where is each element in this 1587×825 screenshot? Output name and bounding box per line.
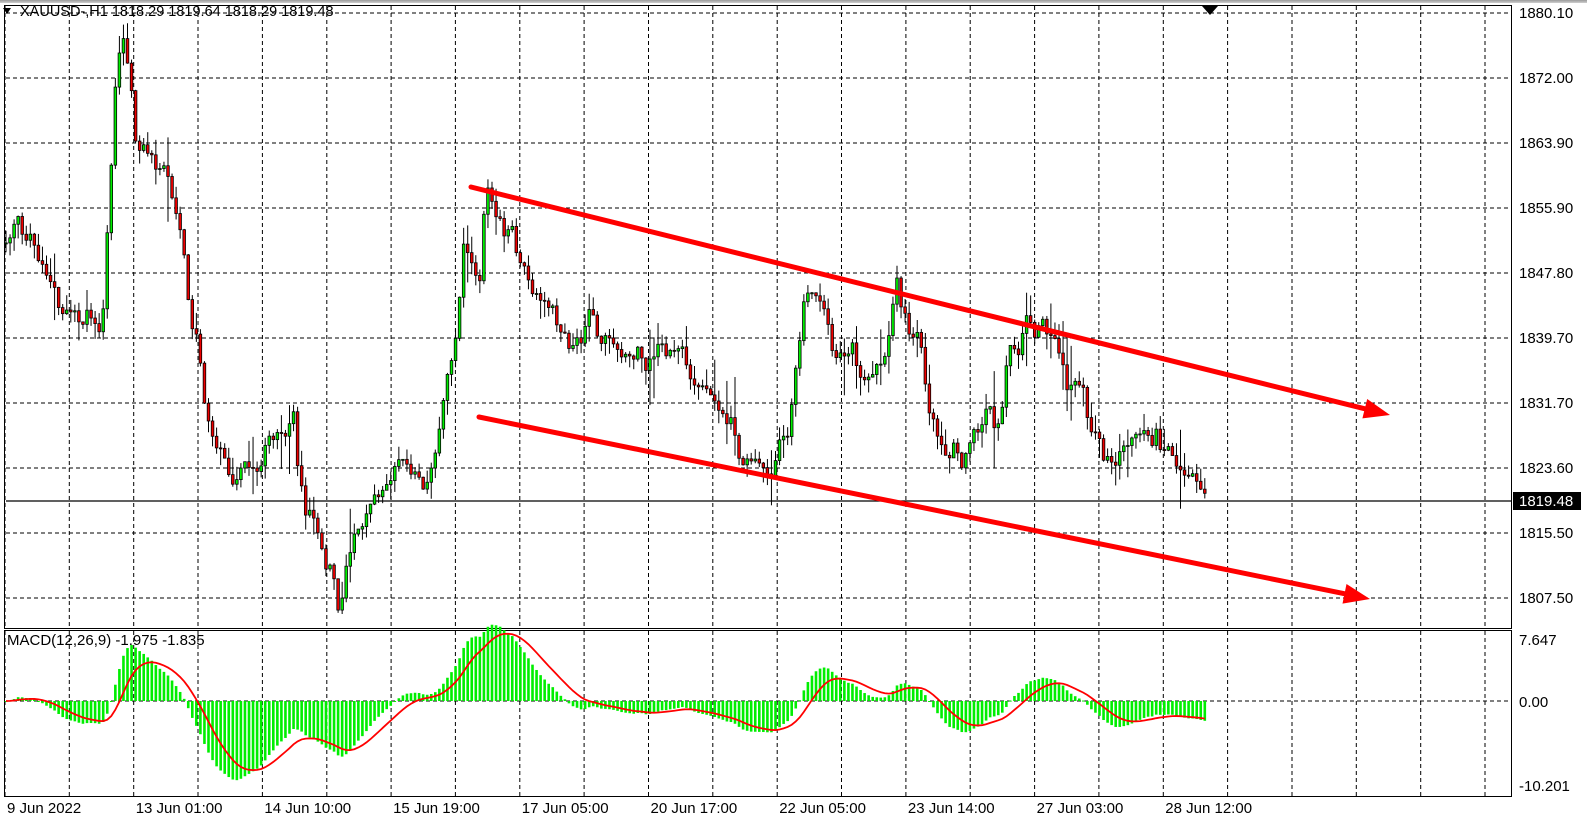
svg-text:0.00: 0.00 (1519, 694, 1548, 711)
svg-text:13 Jun 01:00: 13 Jun 01:00 (136, 800, 223, 817)
svg-text:17 Jun 05:00: 17 Jun 05:00 (522, 800, 609, 817)
svg-text:MACD(12,26,9) -1.975 -1.835: MACD(12,26,9) -1.975 -1.835 (7, 632, 205, 649)
svg-text:9 Jun 2022: 9 Jun 2022 (7, 800, 81, 817)
svg-text:1815.50: 1815.50 (1519, 525, 1573, 542)
svg-text:1880.10: 1880.10 (1519, 5, 1573, 22)
svg-text:1839.70: 1839.70 (1519, 330, 1573, 347)
svg-text:1807.50: 1807.50 (1519, 590, 1573, 607)
svg-text:22 Jun 05:00: 22 Jun 05:00 (779, 800, 866, 817)
svg-text:1872.00: 1872.00 (1519, 70, 1573, 87)
svg-text:7.647: 7.647 (1519, 632, 1557, 649)
svg-text:20 Jun 17:00: 20 Jun 17:00 (651, 800, 738, 817)
svg-text:-10.201: -10.201 (1519, 778, 1570, 795)
svg-text:15 Jun 19:00: 15 Jun 19:00 (393, 800, 480, 817)
svg-text:1831.70: 1831.70 (1519, 395, 1573, 412)
svg-text:XAUUSD-,H1 1818.29 1819.64 18: XAUUSD-,H1 1818.29 1819.64 1818.29 1819.… (20, 4, 334, 20)
svg-text:1863.90: 1863.90 (1519, 135, 1573, 152)
svg-text:28 Jun 12:00: 28 Jun 12:00 (1165, 800, 1252, 817)
svg-text:1823.60: 1823.60 (1519, 460, 1573, 477)
svg-text:27 Jun 03:00: 27 Jun 03:00 (1037, 800, 1124, 817)
svg-text:1855.90: 1855.90 (1519, 200, 1573, 217)
svg-text:14 Jun 10:00: 14 Jun 10:00 (264, 800, 351, 817)
svg-text:23 Jun 14:00: 23 Jun 14:00 (908, 800, 995, 817)
svg-text:1847.80: 1847.80 (1519, 265, 1573, 282)
svg-text:1819.48: 1819.48 (1519, 493, 1573, 510)
